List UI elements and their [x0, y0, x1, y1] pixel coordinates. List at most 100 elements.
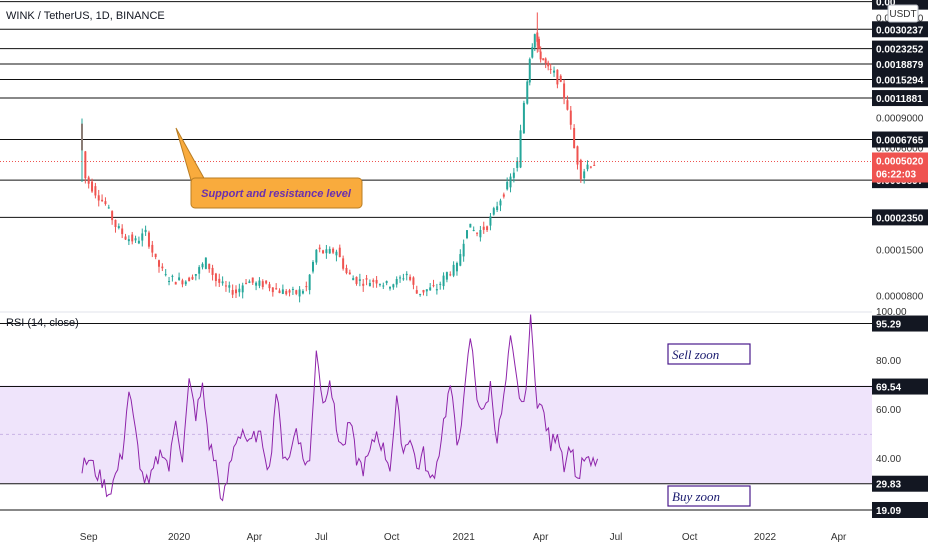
candle — [117, 223, 120, 230]
candle — [228, 281, 231, 293]
candle — [512, 168, 515, 183]
price-pane: 0.00350000.00090000.00060000.00015000.00… — [0, 0, 928, 313]
candle — [553, 66, 556, 77]
candle — [412, 276, 415, 290]
candle — [409, 274, 412, 282]
candle-body — [305, 286, 308, 288]
candle — [218, 273, 221, 287]
candle — [191, 274, 194, 280]
candle-body — [402, 278, 405, 280]
candle — [301, 289, 304, 295]
candle — [332, 247, 335, 255]
x-tick-label: 2020 — [168, 532, 191, 543]
candle-body — [141, 233, 144, 241]
candle-body — [171, 275, 174, 277]
candle-body — [101, 199, 104, 201]
candle-body — [395, 279, 398, 285]
x-tick-label: Oct — [384, 532, 400, 543]
candle-body — [382, 285, 385, 287]
candle-body — [271, 287, 274, 293]
candle — [308, 273, 311, 295]
candle — [181, 278, 184, 288]
candle-body — [368, 282, 371, 287]
candle — [547, 60, 550, 71]
candle — [154, 253, 157, 260]
candle — [382, 282, 385, 290]
candle — [462, 239, 465, 262]
candle-body — [435, 289, 438, 291]
candle-body — [372, 280, 375, 282]
candle-body — [452, 264, 455, 276]
candle — [544, 57, 547, 69]
x-tick-label: Jul — [610, 532, 623, 543]
candle — [542, 58, 545, 61]
candle-body — [265, 280, 268, 284]
candle — [496, 201, 499, 213]
price-scale-label: 0.0000800 — [876, 292, 924, 303]
candle — [318, 244, 321, 253]
candle-body — [528, 59, 531, 83]
candle-body — [111, 211, 114, 221]
rsi-line — [81, 314, 599, 502]
x-tick-label: Oct — [682, 532, 698, 543]
candle — [161, 263, 164, 272]
x-tick-label: Sep — [80, 532, 98, 543]
candle-body — [389, 287, 391, 289]
rsi-level-label: 19.09 — [876, 506, 901, 517]
candle — [482, 221, 485, 234]
candle-body — [218, 278, 221, 283]
candle — [589, 165, 592, 169]
candle — [476, 232, 479, 237]
candle — [573, 124, 576, 149]
candle-body — [131, 234, 134, 242]
candle — [178, 272, 181, 281]
price-scale-label: 0.0009000 — [876, 114, 924, 125]
candle-body — [429, 287, 432, 291]
candle-body — [466, 230, 468, 239]
candle-body — [415, 290, 418, 294]
current-price-tag — [872, 152, 928, 183]
candle-body — [442, 275, 445, 287]
candle-body — [512, 172, 515, 178]
candle — [251, 277, 254, 285]
candle — [204, 257, 207, 270]
candle — [449, 271, 452, 277]
x-tick-label: Apr — [831, 532, 847, 543]
candle-body — [127, 239, 130, 242]
candle — [238, 283, 241, 297]
currency-badge[interactable]: USDT — [887, 4, 919, 23]
candle-body — [338, 247, 341, 258]
candle-body — [151, 244, 154, 253]
candle-body — [231, 289, 234, 295]
level-label: 0.0030237 — [876, 25, 924, 36]
candle-body — [255, 282, 258, 286]
candle-body — [559, 75, 562, 82]
x-tick-label: 2021 — [453, 532, 476, 543]
rsi-scale-label: 80.00 — [876, 356, 901, 367]
candle-body — [509, 176, 512, 188]
level-tag — [872, 131, 928, 148]
candle-body — [348, 272, 351, 275]
candle-body — [502, 194, 505, 197]
candle-body — [486, 226, 489, 231]
level-label: 0.0002350 — [876, 213, 924, 224]
candle-body — [332, 248, 335, 253]
candle — [531, 43, 534, 59]
candle — [509, 173, 512, 193]
candle-body — [121, 228, 124, 235]
candle-body — [117, 226, 120, 228]
candle — [231, 284, 234, 299]
candle-body — [547, 62, 550, 67]
candle — [526, 80, 529, 105]
candle-body — [308, 274, 311, 291]
candle-body — [191, 276, 194, 280]
candle-body — [251, 277, 254, 283]
candle — [275, 283, 278, 290]
candle-body — [422, 290, 425, 293]
candle-body — [301, 291, 304, 294]
candle-body — [542, 58, 545, 60]
candle — [147, 230, 150, 249]
candle — [134, 235, 137, 243]
candle-body — [472, 229, 475, 231]
candle-body — [134, 238, 137, 241]
